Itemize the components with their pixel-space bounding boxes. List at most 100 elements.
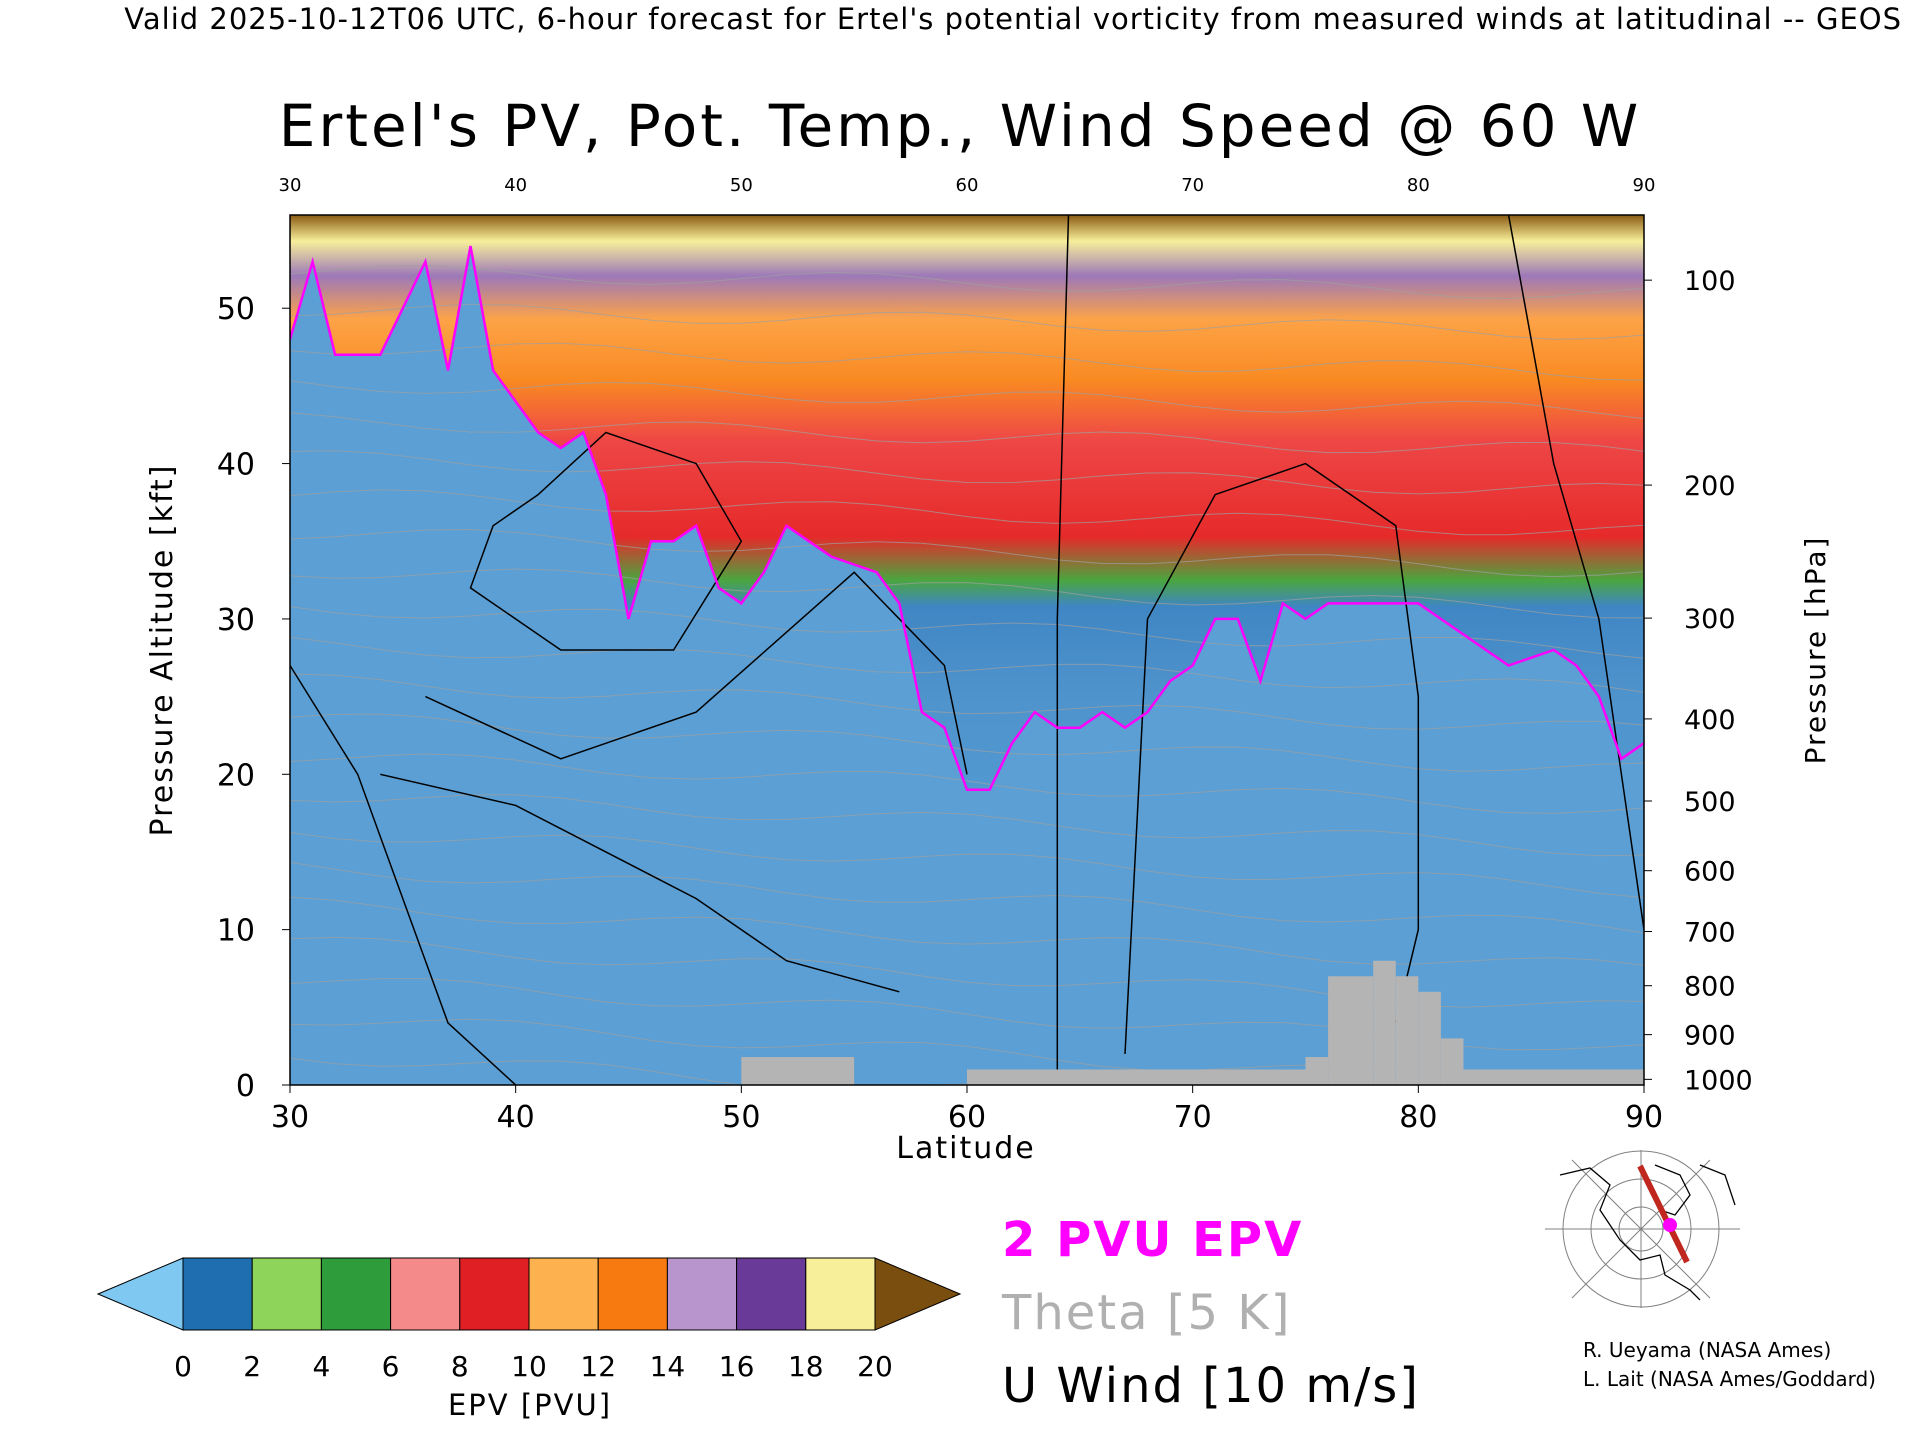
- terrain-block: [1440, 1038, 1464, 1085]
- theta-line: [290, 489, 1644, 536]
- x-tick-label: 30: [271, 1100, 309, 1135]
- terrain-block: [967, 1069, 1306, 1085]
- y-tick-label: 30: [217, 603, 255, 638]
- top-tick-label: 30: [279, 175, 302, 196]
- inset-map: [1545, 1150, 1740, 1308]
- top-tick-label: 90: [1633, 175, 1656, 196]
- colorbar-tick-label: 8: [451, 1350, 469, 1383]
- pressure-tick-label: 1000: [1684, 1065, 1753, 1096]
- troposphere-fill: [290, 246, 1644, 1085]
- x-tick-label: 40: [497, 1100, 535, 1135]
- colorbar-segment: [320, 1257, 392, 1331]
- forecast-header: Valid 2025-10-12T06 UTC, 6-hour forecast…: [124, 2, 1902, 36]
- colorbar-tick-label: 10: [511, 1350, 547, 1383]
- y-axis: 0 10 20 30 40 50: [217, 292, 290, 1104]
- theta-line: [290, 342, 1644, 381]
- terrain-block: [1373, 960, 1396, 1085]
- chart-title: Ertel's PV, Pot. Temp., Wind Speed @ 60 …: [278, 92, 1642, 160]
- terrain-block: [1463, 1069, 1644, 1085]
- theta-line: [290, 380, 1644, 420]
- colorbar-tick-label: 16: [719, 1350, 755, 1383]
- colorbar-tick-label: 14: [650, 1350, 686, 1383]
- x-tick-label: 50: [722, 1100, 760, 1135]
- colorbar-tick-label: 4: [312, 1350, 330, 1383]
- colorbar-label: EPV [PVU]: [448, 1388, 612, 1422]
- pressure-tick-label: 400: [1684, 705, 1736, 736]
- colorbar-segment: [390, 1257, 461, 1331]
- wind-contour: [1056, 215, 1070, 1085]
- colorbar: 0 2 4 6 8 10 12 14 16 18 20: [96, 1257, 962, 1383]
- colorbar-tick-label: 2: [243, 1350, 261, 1383]
- y-tick-label: 10: [217, 914, 255, 949]
- terrain-block: [1395, 976, 1419, 1085]
- x-tick-label: 80: [1399, 1100, 1437, 1135]
- terrain-block: [1418, 991, 1441, 1085]
- u-wind-contours: [290, 215, 1644, 1085]
- colorbar-segment: [666, 1257, 738, 1331]
- theta-line: [290, 303, 1644, 340]
- y-tick-label: 20: [217, 758, 255, 793]
- colorbar-over: [874, 1257, 962, 1331]
- wind-contour: [1507, 215, 1644, 930]
- credit-author-1: R. Ueyama (NASA Ames): [1583, 1338, 1832, 1362]
- colorbar-segment: [736, 1257, 807, 1331]
- pressure-tick-label: 100: [1684, 266, 1736, 297]
- colorbar-segment: [528, 1257, 599, 1331]
- location-marker: [1663, 1218, 1677, 1232]
- wind-contour: [290, 665, 517, 1085]
- legend-u-wind: U Wind [10 m/s]: [1002, 1358, 1421, 1414]
- top-tick-label: 40: [504, 175, 527, 196]
- y-tick-label: 0: [236, 1069, 255, 1104]
- legend-pv-contour: 2 PVU EPV: [1002, 1212, 1304, 1268]
- theta-line: [290, 568, 1644, 619]
- theta-line: [290, 264, 1644, 300]
- pressure-axis: 100 200 300 400 500 600 700 800 900 1000: [1644, 266, 1753, 1096]
- pressure-tick-label: 600: [1684, 857, 1736, 888]
- colorbar-segment: [251, 1257, 322, 1331]
- theta-line: [290, 412, 1644, 454]
- terrain-block: [741, 1057, 855, 1085]
- pv-2pvu-contour: [290, 245, 1644, 792]
- colorbar-tick-label: 12: [580, 1350, 616, 1383]
- x-axis: 30 40 50 60 70 80 90: [271, 1085, 1663, 1135]
- x-axis-label: Latitude: [896, 1131, 1035, 1166]
- wind-contour: [380, 773, 900, 993]
- wind-contour: [425, 571, 968, 775]
- top-tick-label: 70: [1181, 175, 1204, 196]
- colorbar-segment: [182, 1257, 253, 1331]
- colorbar-tick-label: 0: [174, 1350, 192, 1383]
- pressure-axis-label: Pressure [hPa]: [1799, 536, 1832, 765]
- top-tick-label: 60: [956, 175, 979, 196]
- pressure-tick-label: 200: [1684, 471, 1736, 502]
- x-tick-label: 70: [1174, 1100, 1212, 1135]
- pressure-tick-label: 300: [1684, 604, 1736, 635]
- theta-line: [290, 636, 1644, 693]
- colorbar-tick-label: 18: [788, 1350, 824, 1383]
- theta-line: [290, 450, 1644, 495]
- colorbar-under: [96, 1257, 184, 1331]
- pressure-tick-label: 900: [1684, 1021, 1736, 1052]
- colorbar-tick-label: 20: [857, 1350, 893, 1383]
- pressure-tick-label: 500: [1684, 787, 1736, 818]
- theta-line: [290, 606, 1644, 659]
- terrain-block: [1305, 1057, 1329, 1085]
- theta-line: [290, 528, 1644, 578]
- colorbar-segment: [597, 1257, 668, 1331]
- theta-line: [290, 896, 1644, 966]
- top-tick-label: 80: [1407, 175, 1430, 196]
- pressure-tick-label: 800: [1684, 972, 1736, 1003]
- top-axis: 30 40 50 60 70 80 90: [279, 175, 1656, 196]
- terrain-block: [1328, 976, 1374, 1085]
- wind-contour: [469, 431, 743, 651]
- legend-theta: Theta [5 K]: [1002, 1285, 1292, 1341]
- y-tick-label: 40: [217, 448, 255, 483]
- colorbar-segment: [805, 1257, 876, 1331]
- pressure-tick-label: 700: [1684, 918, 1736, 949]
- colorbar-tick-label: 6: [382, 1350, 400, 1383]
- y-axis-label: Pressure Altitude [kft]: [145, 464, 180, 837]
- x-tick-label: 60: [948, 1100, 986, 1135]
- credit-author-2: L. Lait (NASA Ames/Goddard): [1583, 1367, 1876, 1391]
- colorbar-segment: [459, 1257, 530, 1331]
- top-tick-label: 50: [730, 175, 753, 196]
